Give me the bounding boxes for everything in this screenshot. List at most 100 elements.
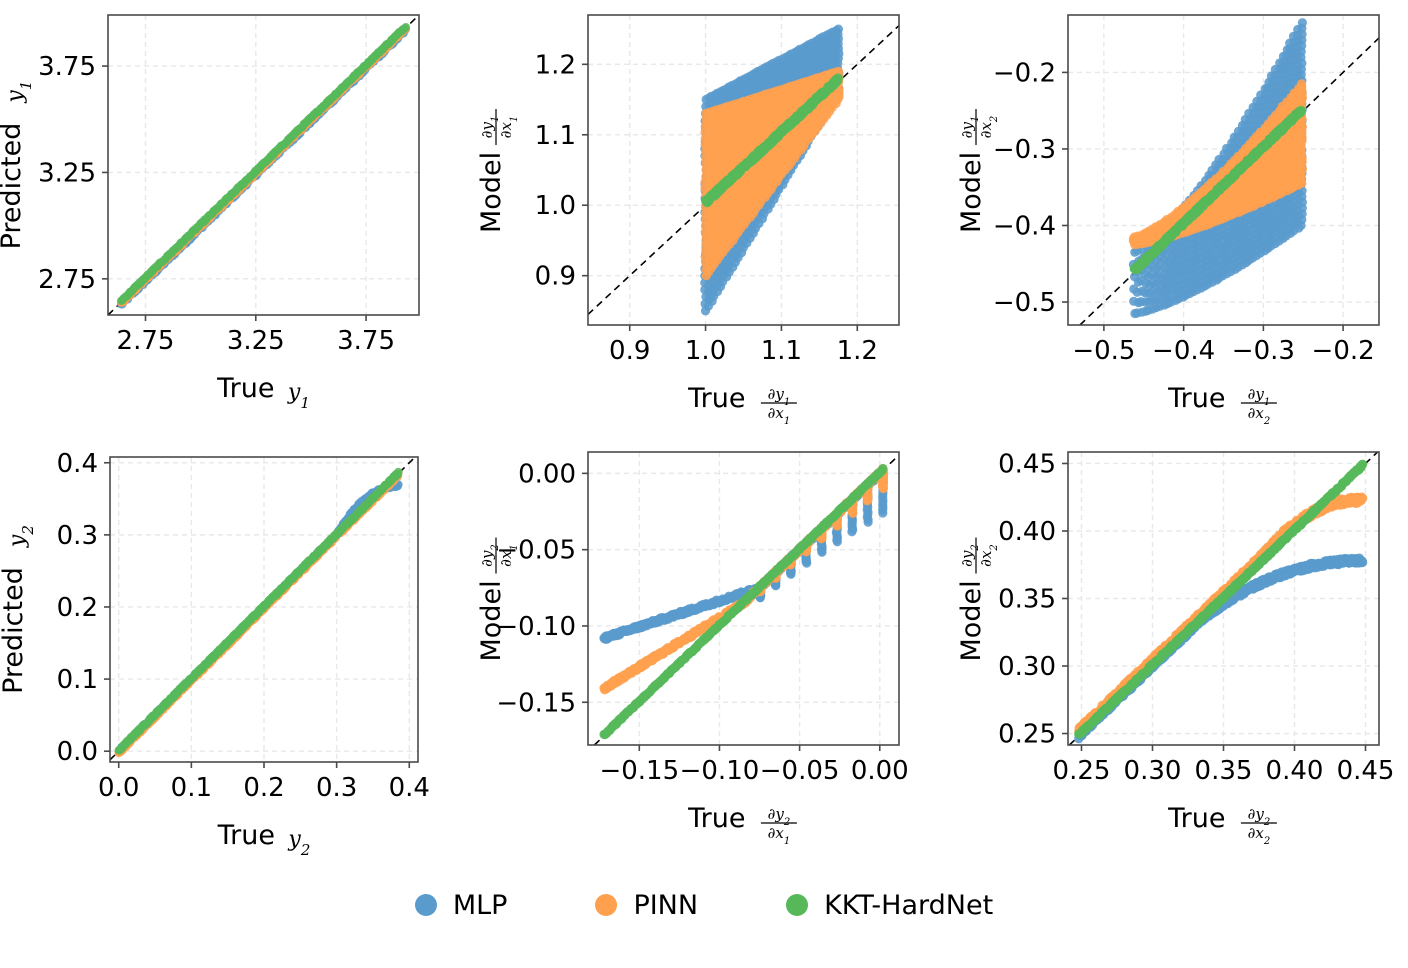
x-tick-label: 0.25	[1053, 756, 1111, 786]
y-axis-label: Predicted y1	[0, 81, 35, 250]
x-tick-label: 0.2	[243, 773, 284, 803]
series-kkt-hardnet	[701, 73, 843, 208]
series-kkt-hardnet	[599, 463, 888, 740]
svg-text:Predicted: Predicted	[0, 123, 27, 250]
y-tick-label: 3.75	[38, 52, 96, 82]
y-tick-label: 0.25	[998, 720, 1056, 750]
panel-panel-dy2dx1: −0.15 −0.10 −0.05 0.00 −0.15 −0.10 −0.05 0.00 Tr…	[470, 437, 913, 863]
x-tick-label: 0.40	[1266, 756, 1324, 786]
y-tick-label: 0.3	[57, 521, 98, 551]
x-axis-label: True y2	[217, 820, 311, 859]
y-tick-label: −0.15	[496, 688, 576, 718]
y-tick-label: 0.2	[57, 593, 98, 623]
x-tick-label: 1.2	[837, 336, 878, 366]
y-axis-label: Model∂y2∂x2	[956, 537, 1000, 662]
x-tick-label: −0.15	[599, 756, 679, 786]
x-tick-label: 0.9	[609, 336, 650, 366]
y-tick-label: −0.10	[496, 612, 576, 642]
x-tick-label: −0.10	[680, 756, 760, 786]
figure-legend: MLP PINN KKT-HardNet	[0, 875, 1408, 935]
y-tick-label: −0.5	[993, 288, 1056, 318]
y-tick-label: 0.4	[57, 449, 98, 479]
y-tick-label: 0.9	[535, 262, 576, 292]
axis-ticks: 2.75 3.25 3.75 2.75 3.25 3.75	[38, 52, 395, 356]
x-axis-label: True ∂y2∂x2	[1167, 803, 1277, 847]
y-tick-label: 2.75	[38, 265, 96, 295]
series-kkt-hardnet	[1129, 105, 1307, 275]
axes-frame	[1067, 14, 1380, 326]
x-tick-label: 0.3	[316, 773, 357, 803]
x-tick-label: −0.5	[1072, 336, 1135, 366]
legend-marker-circle-icon	[414, 894, 437, 916]
x-tick-label: 2.75	[117, 326, 175, 356]
svg-text:y1: y1	[287, 380, 310, 412]
series-kkt-hardnet	[117, 23, 410, 305]
y-axis-label: Model∂y1∂x2	[956, 109, 1000, 233]
y-tick-label: 1.0	[535, 191, 576, 221]
axis-ticks: 0.0 0.1 0.2 0.3 0.4 0.0 0.1 0.2 0.3 0.4	[57, 449, 430, 803]
x-tick-label: 0.1	[171, 773, 212, 803]
y-axis-label: Model∂y2∂x1	[476, 537, 520, 662]
axis-ticks: −0.5 −0.4 −0.3 −0.2 −0.5 −0.4 −0.3 −0.2	[993, 58, 1375, 366]
x-tick-label: −0.4	[1152, 336, 1215, 366]
legend-entry-mlp[interactable]: MLP	[414, 889, 508, 921]
x-tick-label: 0.0	[98, 773, 139, 803]
series-kkt-hardnet	[1074, 459, 1368, 739]
y-tick-label: 0.00	[518, 459, 576, 489]
x-tick-label: 1.0	[685, 336, 726, 366]
axis-ticks: 0.25 0.30 0.35 0.40 0.45 0.25 0.30 0.35 0.40 0.45	[998, 449, 1393, 786]
y-axis-label: Model ∂y1∂x1	[476, 109, 520, 233]
svg-text:∂x1: ∂x1	[768, 404, 791, 427]
series-pinn	[700, 66, 844, 281]
panel-panel-dy1dx2: −0.5 −0.4 −0.3 −0.2 −0.5 −0.4 −0.3 −0.2 True ∂y1 ∂…	[950, 0, 1393, 443]
legend-marker-circle-icon	[786, 894, 809, 916]
x-tick-label: −0.05	[760, 756, 840, 786]
axes-frame	[587, 14, 900, 326]
x-tick-label: −0.2	[1312, 336, 1375, 366]
svg-text:∂y1: ∂y1	[768, 385, 791, 408]
y-tick-label: 1.2	[535, 50, 576, 80]
svg-text:True: True	[216, 373, 274, 404]
y-tick-label: −0.2	[993, 58, 1056, 88]
series-mlp	[599, 465, 888, 644]
svg-text:∂y1: ∂y1	[478, 116, 501, 139]
x-axis-label: True ∂y2∂x1	[687, 803, 797, 847]
x-axis-label: True ∂y1∂x2	[1167, 383, 1277, 427]
series-mlp	[1074, 553, 1368, 744]
legend-label: KKT-HardNet	[824, 889, 994, 921]
y-tick-label: 3.25	[38, 158, 96, 188]
y-tick-label: 0.45	[998, 449, 1056, 479]
legend-label: PINN	[633, 889, 699, 921]
x-tick-label: 0.00	[851, 756, 909, 786]
y-tick-label: 0.35	[998, 585, 1056, 615]
y-tick-label: 0.0	[57, 737, 98, 767]
x-tick-label: 3.75	[337, 326, 395, 356]
axes-frame	[107, 14, 420, 316]
legend-label: MLP	[452, 889, 508, 921]
y-tick-label: −0.05	[496, 536, 576, 566]
panel-panel-dy2dx2: 0.25 0.30 0.35 0.40 0.45 0.25 0.30 0.35 0.40 0.45…	[950, 437, 1393, 863]
y-tick-label: 0.40	[998, 517, 1056, 547]
svg-text:y1: y1	[3, 81, 35, 104]
series-kkt-hardnet	[114, 467, 403, 755]
svg-text:True: True	[687, 383, 745, 414]
legend-entry-pinn[interactable]: PINN	[595, 890, 698, 921]
series-pinn	[599, 464, 889, 695]
x-tick-label: 0.4	[389, 773, 430, 803]
y-tick-label: −0.4	[993, 211, 1056, 241]
svg-text:Model: Model	[476, 152, 507, 233]
axis-ticks: −0.15 −0.10 −0.05 0.00−0.15−0.10−0.050.00	[496, 459, 908, 786]
x-axis-label: True ∂y1∂x1	[687, 383, 797, 427]
x-tick-label: 0.45	[1337, 756, 1393, 786]
x-tick-label: 3.25	[227, 326, 285, 356]
svg-text:∂x1: ∂x1	[497, 116, 520, 139]
axis-ticks: 0.9 1.0 1.1 1.2 0.9 1.0 1.1 1.2	[535, 50, 878, 366]
axes-frame	[587, 451, 900, 746]
legend-marker-circle-icon	[595, 894, 618, 916]
legend-entry-kkt-hardnet[interactable]: KKT-HardNet	[786, 890, 993, 921]
x-tick-label: 1.1	[761, 336, 802, 366]
y-tick-label: 0.1	[57, 665, 98, 695]
x-axis-label: True y1	[216, 373, 310, 412]
